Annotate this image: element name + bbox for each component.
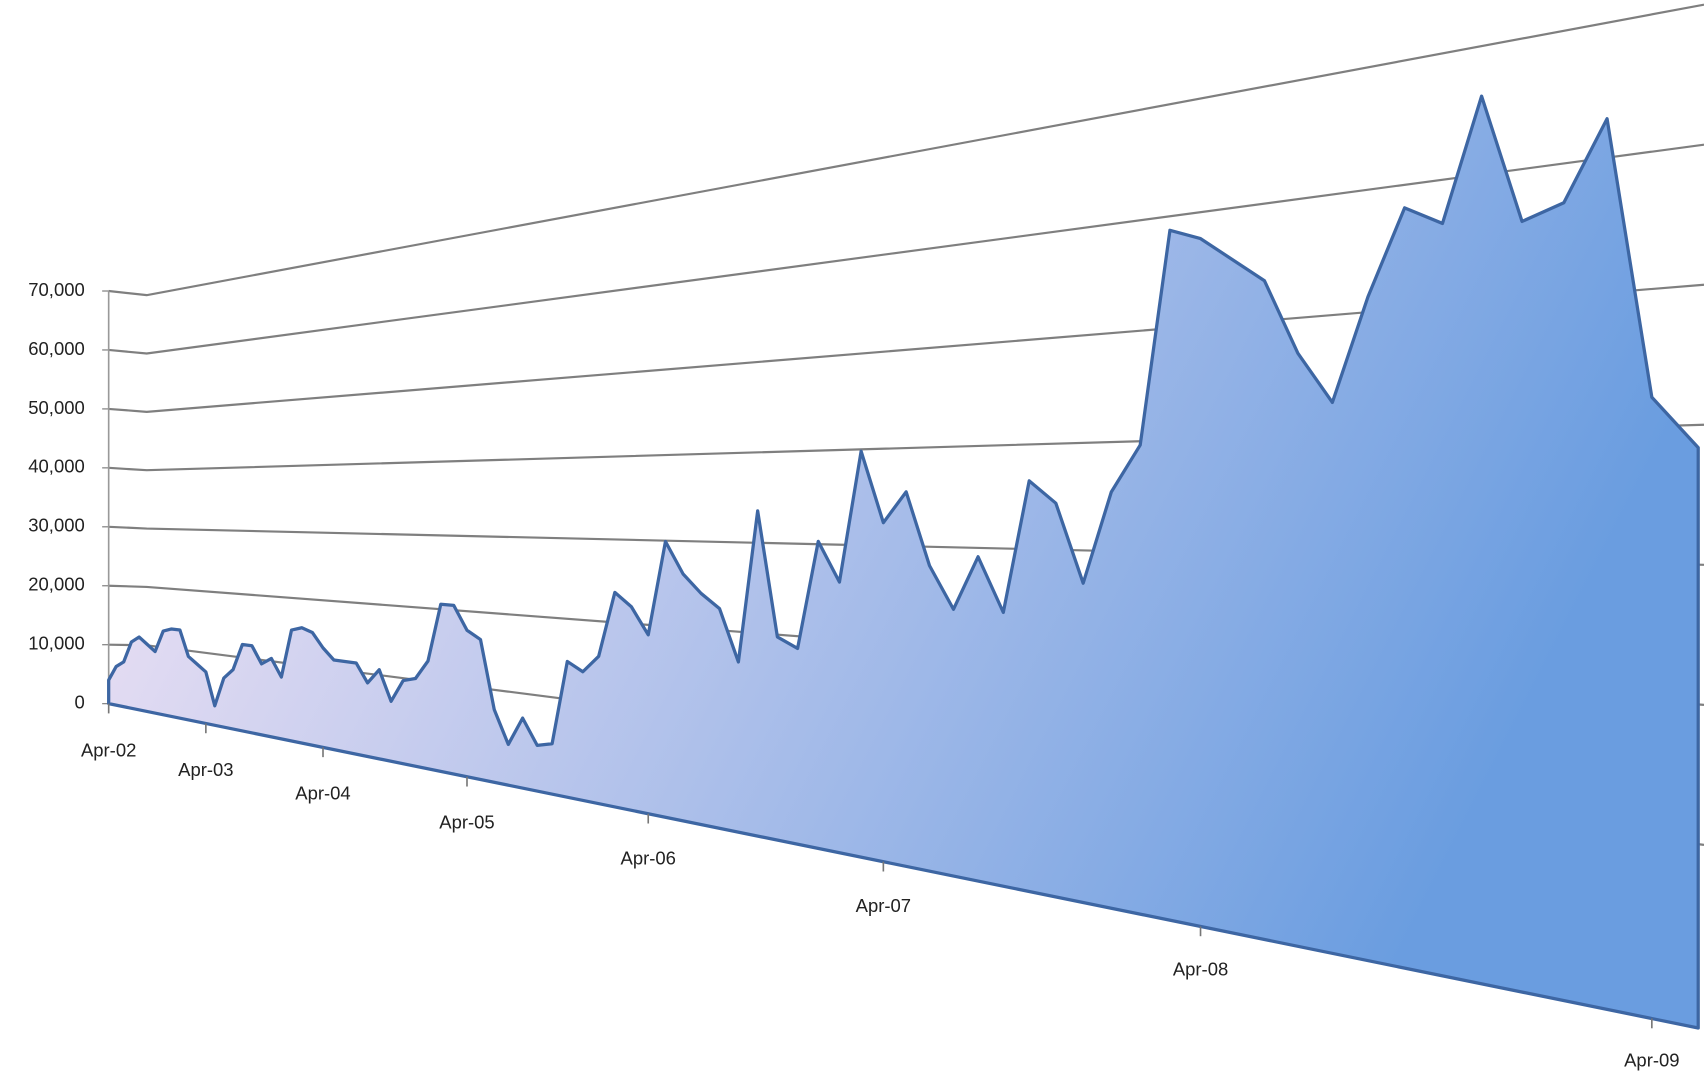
y-tick-label: 40,000 — [28, 456, 84, 477]
x-tick-label: Apr-03 — [178, 759, 233, 780]
y-tick-label: 20,000 — [28, 574, 84, 595]
y-tick-label: 60,000 — [28, 338, 84, 359]
x-tick-label: Apr-07 — [856, 895, 911, 916]
x-tick-label: Apr-05 — [439, 811, 494, 832]
y-tick-label: 0 — [74, 692, 84, 713]
x-tick-label: Apr-04 — [295, 782, 350, 803]
x-tick-label: Apr-02 — [81, 739, 136, 760]
x-tick-label: Apr-06 — [621, 848, 676, 869]
y-tick-label: 30,000 — [28, 515, 84, 536]
x-tick-label: Apr-08 — [1173, 959, 1228, 980]
grid-line — [108, 143, 1704, 355]
y-tick-label: 10,000 — [28, 633, 84, 654]
y-tick-label: 70,000 — [28, 279, 84, 300]
area — [107, 94, 1700, 1030]
grid-line — [108, 3, 1704, 297]
y-tick-label: 50,000 — [28, 397, 84, 418]
x-tick-label: Apr-09 — [1624, 1049, 1679, 1070]
